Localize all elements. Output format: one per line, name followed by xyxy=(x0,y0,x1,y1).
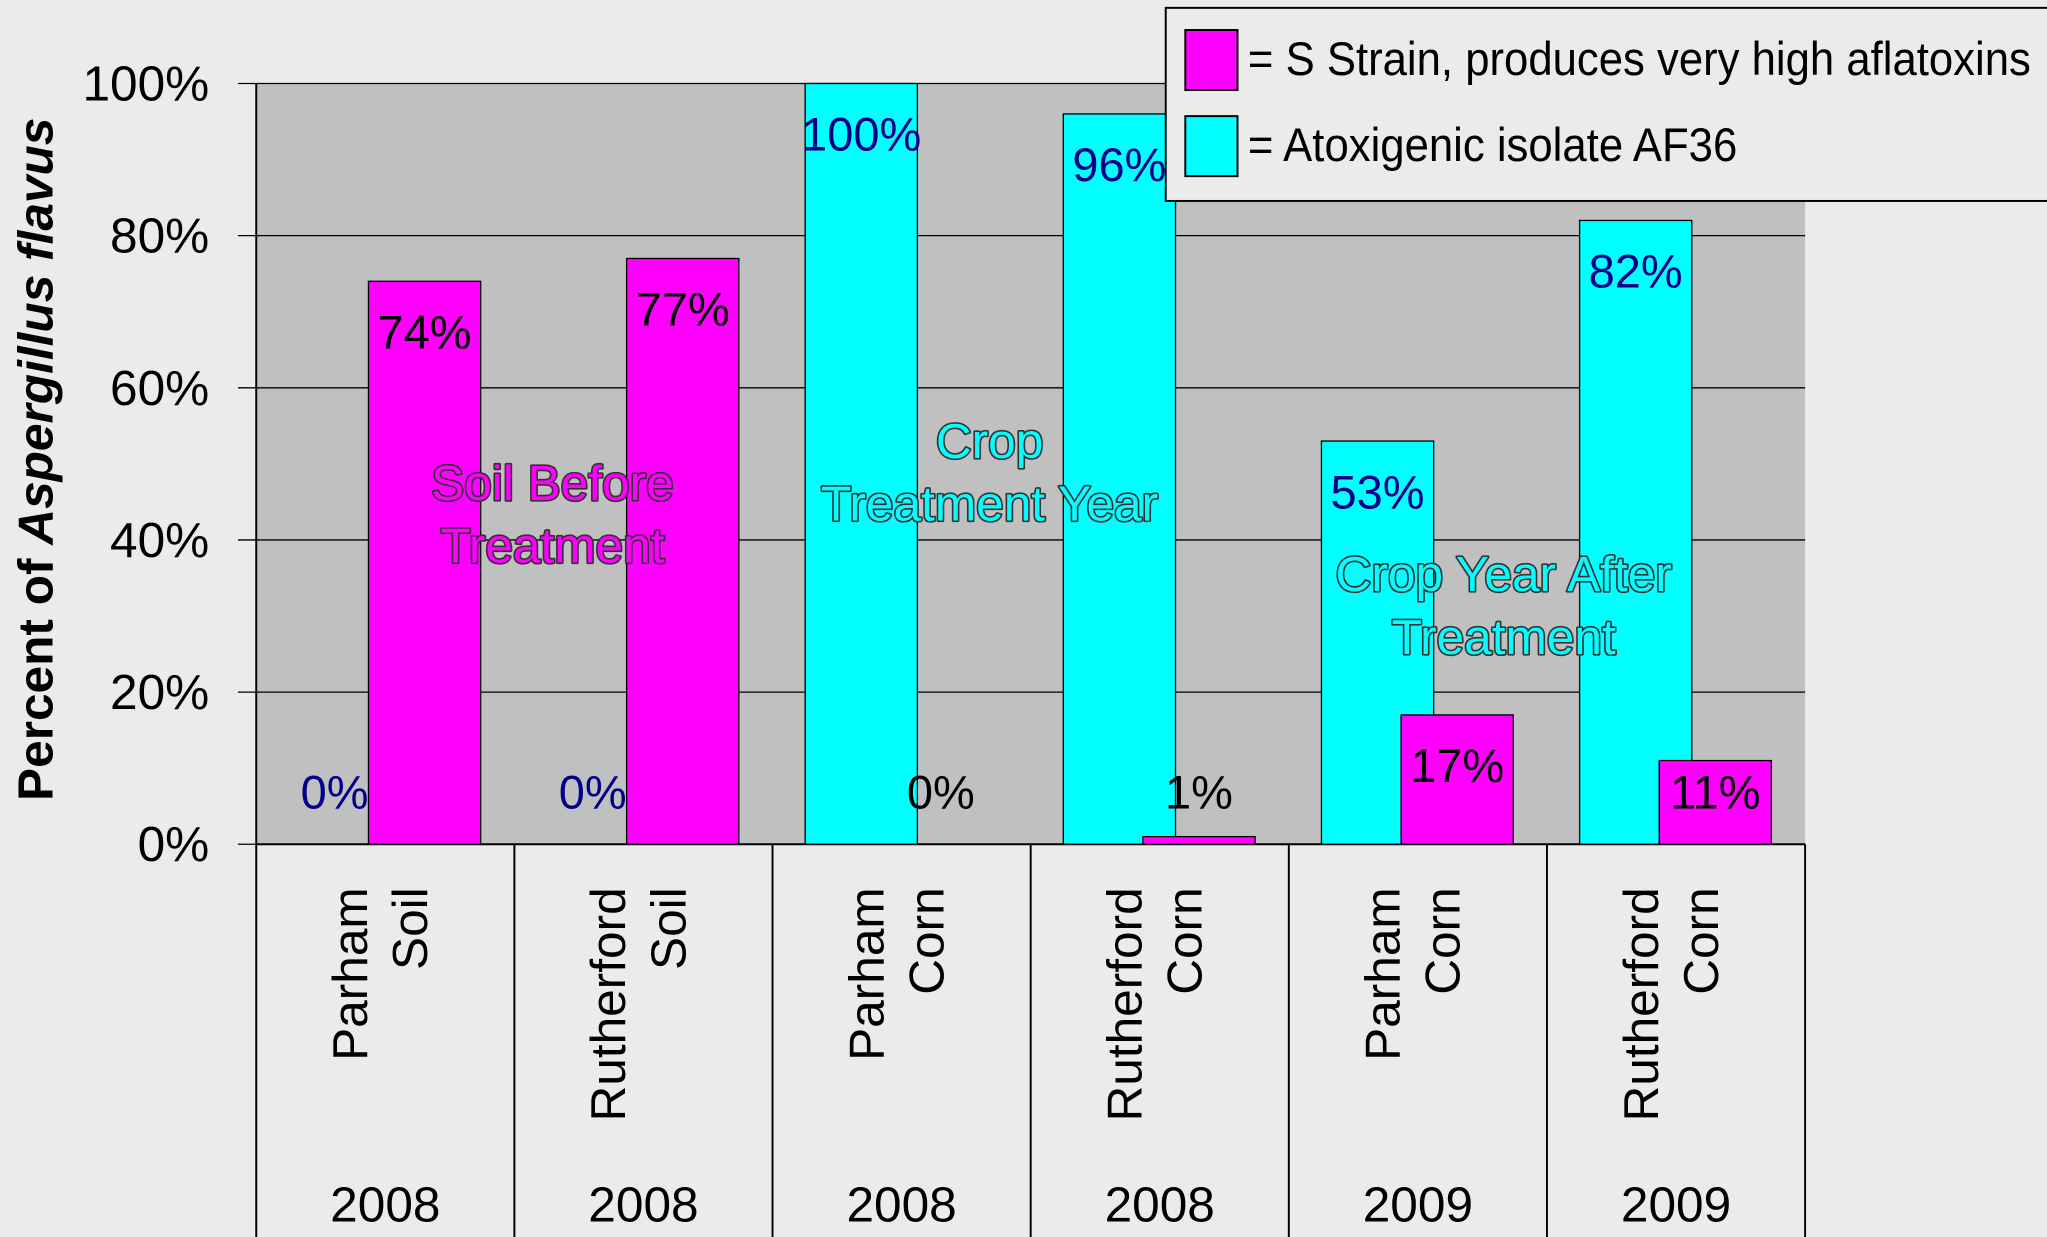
value-label: 96% xyxy=(1072,138,1166,191)
bar xyxy=(1658,759,1773,845)
year-label: 2009 xyxy=(1363,1176,1473,1232)
annotation: Treatment xyxy=(1392,609,1616,665)
bar xyxy=(1062,113,1177,845)
bar xyxy=(1400,714,1514,845)
year-label: 2009 xyxy=(1621,1176,1731,1232)
value-label: 77% xyxy=(636,283,730,336)
value-label: 1% xyxy=(1165,765,1233,818)
annotation: Treatment xyxy=(440,517,664,573)
x-tick-label: Rutherford xyxy=(1613,887,1669,1121)
x-tick-label: Parham xyxy=(322,887,378,1061)
y-axis-title-part: Percent of xyxy=(8,545,64,801)
value-label: 0% xyxy=(907,765,975,818)
x-tick-label: Corn xyxy=(1673,887,1729,994)
legend-swatch xyxy=(1184,115,1239,178)
bar xyxy=(367,280,482,845)
x-tick-label: Rutherford xyxy=(580,887,636,1121)
bars xyxy=(367,82,1773,845)
value-label: 53% xyxy=(1331,465,1425,518)
value-label: 0% xyxy=(559,765,627,818)
bar xyxy=(625,257,740,845)
y-tick-label: 20% xyxy=(110,664,209,720)
y-tick-label: 100% xyxy=(82,56,209,112)
year-label: 2008 xyxy=(330,1176,440,1232)
legend-swatch xyxy=(1184,29,1239,92)
x-tick-label: Parham xyxy=(838,887,894,1061)
year-label: 2008 xyxy=(588,1176,698,1232)
annotation: Treatment Year xyxy=(821,476,1158,532)
value-label: 17% xyxy=(1410,739,1504,792)
annotation: Soil Before xyxy=(431,455,674,511)
value-label: 82% xyxy=(1589,245,1683,298)
year-label: 2008 xyxy=(846,1176,956,1232)
value-label: 11% xyxy=(1670,765,1761,818)
bar xyxy=(1142,835,1256,845)
bar xyxy=(1578,219,1693,845)
x-tick-label: Parham xyxy=(1355,887,1411,1061)
legend-box xyxy=(1164,6,2047,202)
value-label: 74% xyxy=(378,306,472,359)
year-label: 2008 xyxy=(1105,1176,1215,1232)
y-axis-title: Percent of Aspergillus flavus xyxy=(8,118,64,801)
y-tick-label: 80% xyxy=(110,208,209,264)
y-axis-title-part: Aspergillus flavus xyxy=(8,118,64,547)
x-tick-label: Corn xyxy=(1157,887,1213,994)
y-tick-label: 0% xyxy=(138,816,210,872)
x-tick-label: Soil xyxy=(382,887,438,970)
annotation: Crop Year After xyxy=(1336,546,1672,602)
bar xyxy=(804,82,919,845)
value-label: 100% xyxy=(801,108,921,161)
x-tick-label: Corn xyxy=(898,887,954,994)
annotation: Crop xyxy=(936,413,1043,469)
legend-label: = S Strain, produces very high aflatoxin… xyxy=(1248,32,2031,85)
value-label: 0% xyxy=(301,765,369,818)
plot-area xyxy=(256,83,1806,845)
y-tick-label: 60% xyxy=(110,360,209,416)
x-tick-label: Rutherford xyxy=(1097,887,1153,1121)
labels: 0% 20% 40% 60% 80% 100% Percent of Aspergillus… xyxy=(8,6,2047,1232)
x-tick-label: Soil xyxy=(640,887,696,970)
x-tick-label: Corn xyxy=(1415,887,1471,994)
legend-label: = Atoxigenic isolate AF36 xyxy=(1248,118,1737,171)
grid xyxy=(237,82,1807,1237)
y-tick-label: 40% xyxy=(110,512,209,568)
